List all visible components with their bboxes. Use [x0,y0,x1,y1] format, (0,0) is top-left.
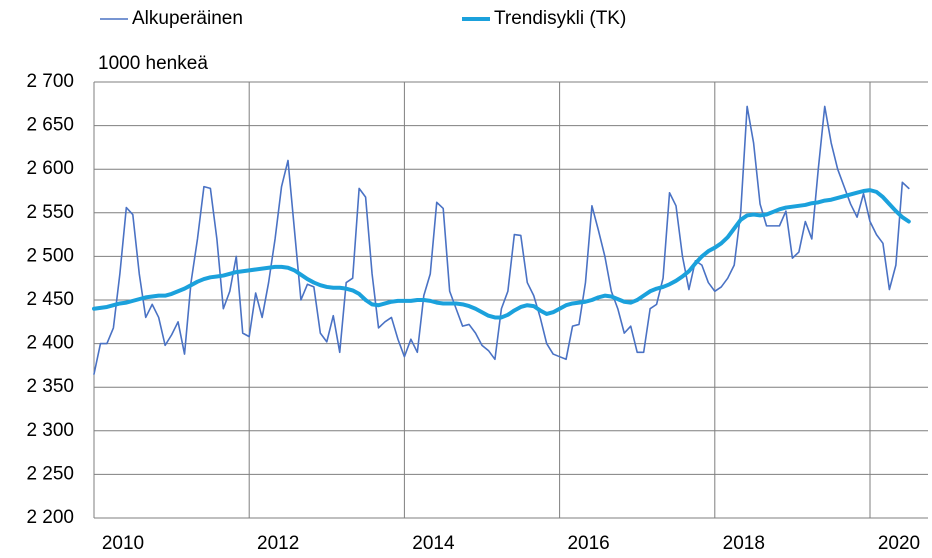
series-line [93,105,910,375]
y-tick-label: 2 550 [26,202,74,223]
y-tick-label: 2 650 [26,115,74,136]
x-tick-label: 2012 [257,533,299,554]
x-tick-label: 2016 [567,533,609,554]
y-tick-label: 2 300 [26,420,74,441]
legend-label: Alkuperäinen [132,8,243,29]
legend-label: Trendisykli (TK) [494,8,626,29]
y-tick-label: 2 250 [26,463,74,484]
x-tick-label: 2014 [412,533,455,554]
y-tick-label: 2 350 [26,376,74,397]
x-tick-label: 2018 [723,533,765,554]
x-tick-label: 2010 [102,533,144,554]
y-axis-label: 1000 henkeä [98,53,208,74]
y-tick-label: 2 600 [26,158,74,179]
y-tick-label: 2 700 [26,71,74,92]
series-line [92,188,911,320]
x-tick-label: 2020 [878,533,920,554]
y-tick-label: 2 200 [26,507,74,528]
y-tick-label: 2 400 [26,333,74,354]
y-tick-label: 2 450 [26,289,74,310]
y-tick-label: 2 500 [26,245,74,266]
